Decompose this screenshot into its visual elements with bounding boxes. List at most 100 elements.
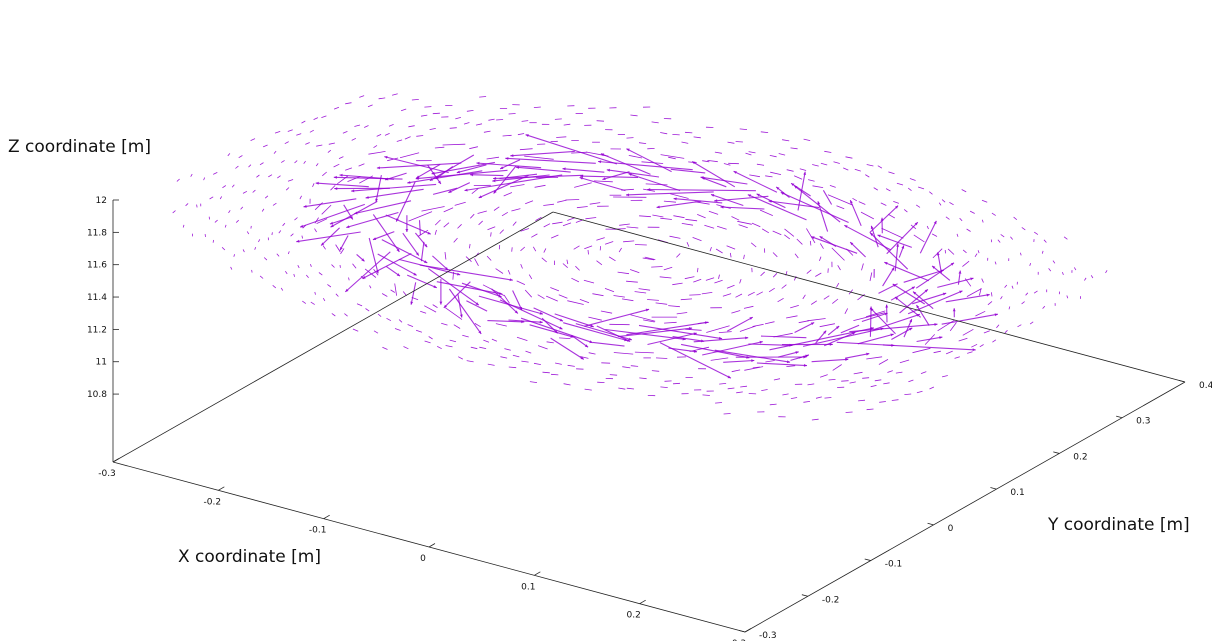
vector-arrow <box>621 188 634 191</box>
vector-arrowhead <box>673 197 677 201</box>
vector-arrowhead <box>590 324 594 328</box>
vector-arrow <box>702 394 710 396</box>
vector-arrowhead <box>346 225 350 229</box>
vector-arrow <box>221 247 226 251</box>
vector-arrow <box>478 174 529 199</box>
vector-arrow <box>964 278 972 287</box>
vector-arrowhead <box>870 225 874 230</box>
vector-arrow <box>525 134 618 165</box>
vector-arrow <box>314 291 316 295</box>
vector-arrow <box>505 157 596 164</box>
vector-arrowhead <box>505 157 509 161</box>
vector-arrow <box>313 117 319 120</box>
vector-arrow <box>546 295 558 302</box>
vector-arrow <box>852 197 858 202</box>
x-tick-label: 0.1 <box>521 582 535 592</box>
vector-arrow <box>596 260 603 266</box>
vector-arrow <box>420 310 427 314</box>
vector-arrow <box>354 124 361 127</box>
vector-arrow <box>815 272 822 277</box>
vector-arrow <box>510 150 575 157</box>
vector-arrow <box>479 346 487 349</box>
vector-arrow <box>567 217 576 221</box>
vector-arrowhead <box>880 217 884 221</box>
vector-arrow <box>277 175 281 179</box>
vector-arrow <box>563 383 571 386</box>
vector-arrow <box>823 295 830 300</box>
vector-arrowhead <box>478 330 482 334</box>
y-axis-title: Y coordinate [m] <box>1047 515 1190 535</box>
vector-arrow <box>991 212 996 216</box>
vector-arrow <box>400 108 407 112</box>
vector-arrowhead <box>794 185 798 189</box>
vector-arrowhead <box>994 313 998 317</box>
vector-arrow <box>869 205 899 233</box>
vector-arrow <box>466 300 488 312</box>
vector-arrow <box>456 164 487 174</box>
vector-arrow <box>550 287 560 292</box>
vector-arrow <box>903 209 908 213</box>
vector-arrow <box>806 228 816 244</box>
vector-arrowhead <box>351 189 355 193</box>
vector-arrow <box>786 315 798 319</box>
vector-arrow <box>434 219 441 226</box>
vector-arrow <box>461 282 502 298</box>
vector-arrow <box>630 314 656 322</box>
vector-arrow <box>519 148 533 151</box>
vector-arrow <box>929 386 935 390</box>
vector-arrow <box>321 204 332 215</box>
vector-arrowhead <box>439 301 443 305</box>
vector-arrow <box>172 210 176 214</box>
vector-arrow <box>230 266 233 270</box>
vector-arrow <box>743 254 745 260</box>
vector-arrowhead <box>916 304 920 309</box>
vector-arrow <box>533 106 541 108</box>
vector-arrow <box>391 93 398 96</box>
vector-arrow <box>996 324 1000 329</box>
vector-arrowhead <box>950 262 955 266</box>
vector-arrowhead <box>939 336 943 340</box>
vector-arrow <box>869 232 909 270</box>
vector-arrow <box>770 171 782 175</box>
vector-arrow <box>931 233 938 237</box>
vector-arrow <box>981 219 984 223</box>
vector-arrow <box>727 387 735 390</box>
vector-arrow <box>248 164 252 168</box>
vector-arrow <box>348 277 350 281</box>
vector-arrow <box>773 378 781 381</box>
vector-arrow <box>504 348 511 351</box>
vector-arrow <box>273 150 277 154</box>
vector-arrowhead <box>786 360 791 364</box>
vector-arrow <box>415 329 423 333</box>
vector-arrow <box>287 179 294 182</box>
vector-arrow <box>333 106 340 110</box>
vector-arrow <box>452 271 454 280</box>
vector-arrow <box>305 142 310 145</box>
vector-arrow <box>729 252 732 258</box>
vector-arrow <box>798 354 810 359</box>
vector-arrow <box>756 291 763 296</box>
vector-arrow <box>827 194 853 206</box>
vector-arrow <box>394 328 401 331</box>
vector-arrow <box>764 321 775 325</box>
z-tick-label: 10.8 <box>87 390 107 400</box>
vector-arrow <box>832 364 842 371</box>
vector-arrow <box>651 121 659 124</box>
vector-arrowhead <box>932 265 936 269</box>
vector-arrow <box>781 284 787 289</box>
vector-arrowhead <box>891 267 895 271</box>
vector-arrow <box>242 190 248 194</box>
vector-arrow <box>715 402 723 404</box>
vector-arrow <box>684 276 695 280</box>
vector-arrow <box>556 136 567 138</box>
vector-arrow <box>794 253 799 259</box>
vector-arrow <box>819 374 828 378</box>
y-tick-mark <box>990 487 997 490</box>
vector-arrow <box>534 184 546 188</box>
vector-arrow <box>909 178 916 181</box>
vector-arrow <box>228 210 231 214</box>
vector-arrow <box>424 106 432 108</box>
vector-arrow <box>778 153 786 156</box>
vector-arrowhead <box>296 239 300 243</box>
vector-arrow <box>541 317 558 334</box>
